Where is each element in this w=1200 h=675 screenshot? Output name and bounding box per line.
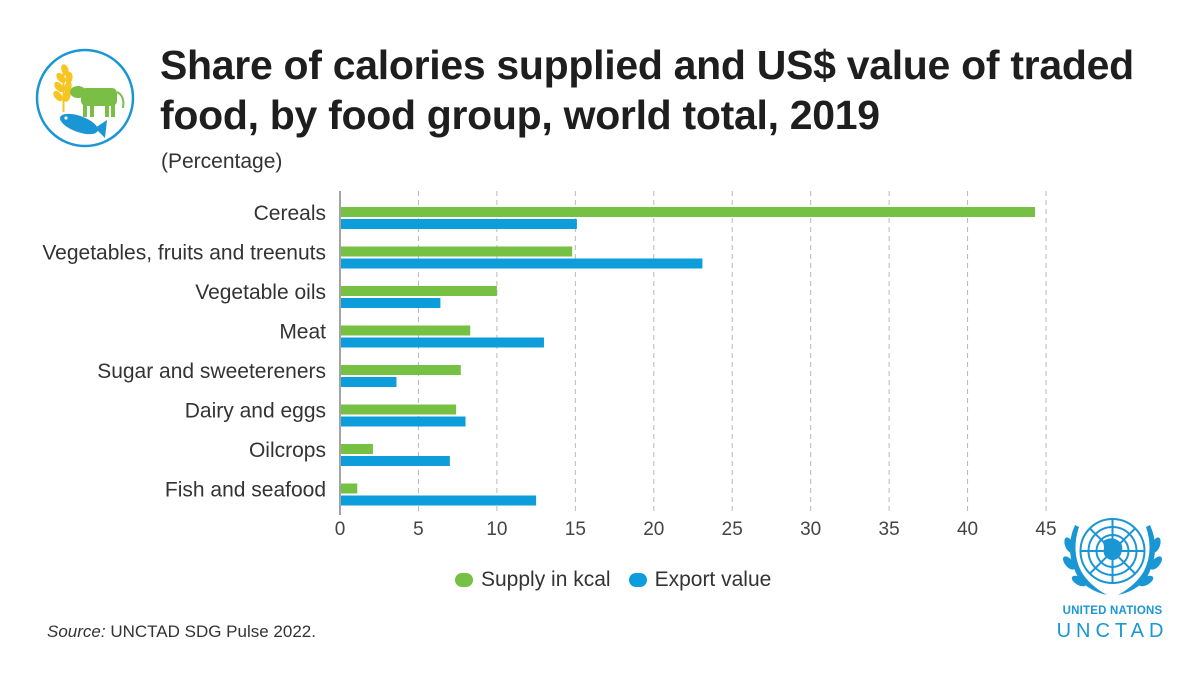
bar-supply <box>341 286 497 296</box>
food-groups-icon <box>35 48 135 148</box>
un-emblem-icon <box>1063 518 1162 595</box>
legend-item-supply: Supply in kcal <box>455 568 611 592</box>
bar-export <box>341 495 537 506</box>
source-text: UNCTAD SDG Pulse 2022. <box>110 622 316 641</box>
x-tick-label: 10 <box>486 519 507 540</box>
category-label: Vegetable oils <box>195 281 326 304</box>
source-label: Source: <box>47 622 106 641</box>
x-tick-label: 20 <box>643 519 664 540</box>
chart-subtitle: (Percentage) <box>161 150 283 173</box>
x-tick-label: 40 <box>957 519 978 540</box>
category-label: Sugar and sweetereners <box>97 360 326 383</box>
chart-legend: Supply in kcal Export value <box>455 565 789 595</box>
bar-export <box>341 337 544 348</box>
bar-supply <box>341 246 573 257</box>
bar-export <box>341 456 450 466</box>
source-note: Source: UNCTAD SDG Pulse 2022. <box>47 622 316 642</box>
bar-supply <box>341 404 457 415</box>
bar-export <box>341 298 441 308</box>
page-title: Share of calories supplied and US$ value… <box>160 42 1134 138</box>
bar-chart: 0 5 10 15 20 25 30 35 40 45 Cereals Vegetables, fru… <box>42 191 1057 540</box>
bar-export <box>341 219 577 229</box>
x-tick-label: 45 <box>1035 519 1056 540</box>
bar-export <box>341 258 703 269</box>
united-nations-label: UNITED NATIONS <box>1062 605 1163 617</box>
x-tick-label: 25 <box>722 519 743 540</box>
bar-export <box>341 377 397 387</box>
x-tick-label: 30 <box>800 519 821 540</box>
category-label: Vegetables, fruits and treenuts <box>42 242 326 265</box>
x-tick-label: 15 <box>565 519 586 540</box>
x-tick-label: 0 <box>335 519 346 540</box>
category-label: Fish and seafood <box>165 479 326 502</box>
legend-swatch-export <box>628 573 647 587</box>
unctad-logo: UNITED NATIONS UNCTAD <box>1055 505 1170 650</box>
category-label: Meat <box>279 321 326 344</box>
legend-label-supply: Supply in kcal <box>481 568 611 591</box>
bar-supply <box>341 207 1036 217</box>
category-label: Cereals <box>254 202 326 225</box>
category-label: Dairy and eggs <box>185 400 326 423</box>
legend-swatch-supply <box>455 573 473 587</box>
bar-supply <box>341 365 461 375</box>
x-tick-label: 5 <box>413 519 424 540</box>
bar-supply <box>341 325 471 336</box>
x-tick-label: 35 <box>879 519 900 540</box>
bar-supply <box>341 483 358 494</box>
category-label: Oilcrops <box>249 439 326 462</box>
unctad-label: UNCTAD <box>1056 620 1169 642</box>
legend-item-export: Export value <box>628 568 772 592</box>
bar-export <box>341 416 466 427</box>
legend-label-export: Export value <box>654 568 772 591</box>
bar-supply <box>341 444 373 454</box>
